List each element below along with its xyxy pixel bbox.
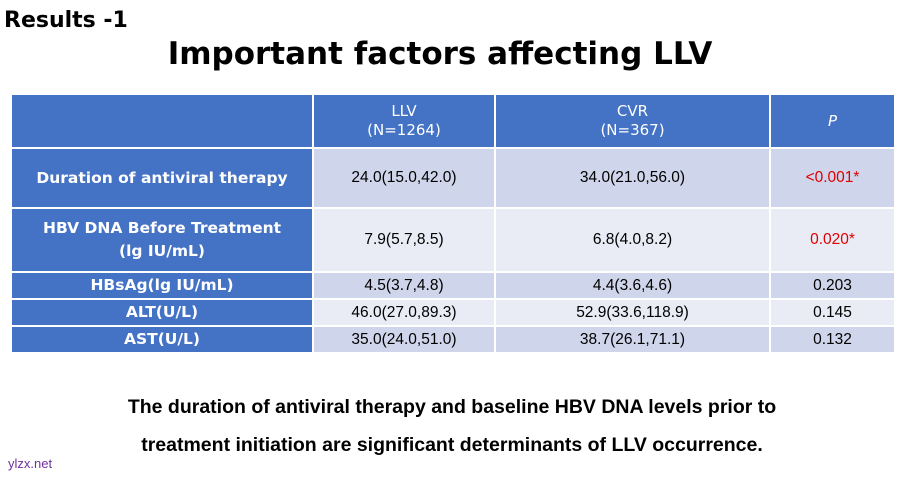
row-p-value: <0.001* [769, 147, 896, 209]
table-row: Duration of antiviral therapy 24.0(15.0,… [10, 147, 896, 209]
conclusion-line1: The duration of antiviral therapy and ba… [127, 396, 777, 418]
table-header-row: LLV (N=1264) CVR (N=367) P [10, 93, 896, 149]
row-p-value: 0.145 [769, 298, 896, 327]
header-cvr: CVR (N=367) [494, 93, 771, 149]
row-factor-line2: (lg IU/mL) [118, 242, 205, 260]
row-factor: Duration of antiviral therapy [10, 147, 314, 209]
row-llv-value: 7.9(5.7,8.5) [312, 207, 496, 273]
row-p-value: 0.020* [769, 207, 896, 273]
watermark: ylzx.net [8, 456, 53, 471]
row-factor: HBsAg(lg IU/mL) [10, 271, 314, 300]
header-cvr-label: CVR [616, 102, 649, 120]
header-cvr-count: (N=367) [600, 121, 665, 139]
row-llv-value: 24.0(15.0,42.0) [312, 147, 496, 209]
row-factor: AST(U/L) [10, 325, 314, 354]
slide-label: Results -1 [4, 8, 128, 33]
row-cvr-value: 38.7(26.1,71.1) [494, 325, 771, 354]
factors-table-wrapper: LLV (N=1264) CVR (N=367) P Duration of a… [10, 93, 896, 354]
row-factor: HBV DNA Before Treatment (lg IU/mL) [10, 207, 314, 273]
row-llv-value: 46.0(27.0,89.3) [312, 298, 496, 327]
row-p-value: 0.132 [769, 325, 896, 354]
row-factor: ALT(U/L) [10, 298, 314, 327]
table-row: ALT(U/L) 46.0(27.0,89.3) 52.9(33.6,118.9… [10, 298, 896, 327]
header-p-value: P [769, 93, 896, 149]
header-llv-label: LLV [391, 102, 417, 120]
row-llv-value: 4.5(3.7,4.8) [312, 271, 496, 300]
table-row: HBV DNA Before Treatment (lg IU/mL) 7.9(… [10, 207, 896, 273]
table-row: HBsAg(lg IU/mL) 4.5(3.7,4.8) 4.4(3.6,4.6… [10, 271, 896, 300]
table-row: AST(U/L) 35.0(24.0,51.0) 38.7(26.1,71.1)… [10, 325, 896, 354]
row-cvr-value: 52.9(33.6,118.9) [494, 298, 771, 327]
row-llv-value: 35.0(24.0,51.0) [312, 325, 496, 354]
row-cvr-value: 34.0(21.0,56.0) [494, 147, 771, 209]
conclusion-text: The duration of antiviral therapy and ba… [0, 388, 904, 464]
row-factor-line1: Duration of antiviral therapy [36, 168, 288, 187]
conclusion-line2: treatment initiation are significant det… [141, 434, 763, 456]
factors-table: LLV (N=1264) CVR (N=367) P Duration of a… [10, 93, 896, 354]
header-llv-count: (N=1264) [367, 121, 441, 139]
slide-title: Important factors affecting LLV [167, 36, 713, 72]
row-p-value: 0.203 [769, 271, 896, 300]
header-llv: LLV (N=1264) [312, 93, 496, 149]
header-factor [10, 93, 314, 149]
row-cvr-value: 4.4(3.6,4.6) [494, 271, 771, 300]
row-cvr-value: 6.8(4.0,8.2) [494, 207, 771, 273]
row-factor-line1: HBV DNA Before Treatment [42, 219, 282, 237]
